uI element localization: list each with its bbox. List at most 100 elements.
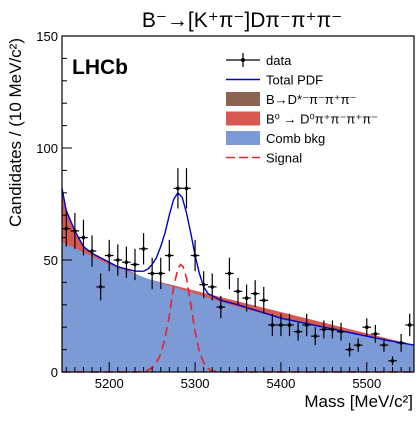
data-point bbox=[70, 212, 80, 249]
data-point-marker bbox=[236, 289, 240, 294]
data-point bbox=[113, 244, 123, 276]
data-point bbox=[319, 320, 329, 339]
y-tick-label: 100 bbox=[36, 141, 58, 156]
data-point-marker bbox=[64, 226, 69, 231]
data-point bbox=[182, 168, 191, 209]
legend-item: Total PDF bbox=[226, 73, 323, 88]
data-point bbox=[165, 239, 174, 272]
data-point-marker bbox=[124, 260, 129, 265]
data-point-marker bbox=[227, 271, 232, 276]
data-point bbox=[250, 280, 260, 308]
y-tick-label: 50 bbox=[44, 253, 58, 268]
data-point-marker bbox=[81, 235, 86, 240]
data-point-marker bbox=[356, 343, 360, 347]
data-point bbox=[130, 248, 140, 281]
data-point-marker bbox=[304, 323, 309, 327]
data-point bbox=[104, 239, 114, 272]
y-tick-label: 0 bbox=[51, 365, 58, 380]
data-point-marker bbox=[141, 247, 146, 251]
data-point bbox=[147, 257, 157, 290]
line-signal bbox=[62, 263, 414, 373]
data-point-marker bbox=[270, 323, 275, 327]
data-point bbox=[353, 338, 363, 352]
data-point-marker bbox=[176, 186, 180, 191]
data-point-marker bbox=[73, 229, 77, 233]
data-point-marker bbox=[167, 253, 172, 258]
data-point bbox=[225, 257, 234, 290]
data-point bbox=[173, 168, 183, 209]
data-point-marker bbox=[244, 296, 249, 300]
data-point bbox=[122, 246, 131, 278]
data-point bbox=[396, 333, 406, 352]
data-point-marker bbox=[261, 298, 266, 303]
data-point-marker bbox=[279, 323, 283, 327]
data-point-marker bbox=[322, 327, 326, 332]
x-tick-label: 5300 bbox=[181, 376, 210, 391]
data-point-marker bbox=[347, 347, 352, 352]
legend-item: Comb bkg bbox=[226, 131, 325, 146]
plot-area-lines bbox=[61, 188, 415, 373]
data-point bbox=[336, 322, 346, 341]
data-point-marker bbox=[107, 253, 112, 258]
data-point-marker bbox=[201, 282, 206, 287]
legend: data Total PDF B→D*⁻π⁻π⁺π⁻ B⁰ → D⁰π⁺π⁻π⁺π⁻ C… bbox=[226, 53, 378, 166]
chart-title: B⁻→[K⁺π⁻]Dπ⁻π⁺π⁻ bbox=[142, 9, 342, 32]
data-point bbox=[345, 342, 354, 357]
data-point bbox=[362, 318, 372, 337]
data-point bbox=[199, 271, 208, 299]
data-point bbox=[207, 273, 217, 301]
data-point bbox=[87, 235, 97, 267]
data-point-marker bbox=[133, 262, 137, 267]
data-point-marker bbox=[219, 305, 223, 309]
legend-label: Signal bbox=[266, 151, 302, 166]
legend-label: Comb bkg bbox=[266, 131, 325, 146]
legend-item: B⁰ → D⁰π⁺π⁻π⁺π⁻ bbox=[226, 111, 378, 127]
data-point-marker bbox=[330, 327, 335, 332]
data-point-marker bbox=[364, 325, 369, 330]
legend-label: B⁰ → D⁰π⁺π⁻π⁺π⁻ bbox=[266, 112, 378, 127]
line-total-pdf bbox=[61, 188, 415, 346]
legend-box-swatch bbox=[226, 111, 260, 126]
data-point-marker bbox=[90, 249, 94, 253]
data-point bbox=[139, 233, 148, 265]
data-point-marker bbox=[313, 334, 318, 338]
data-point bbox=[190, 239, 200, 272]
legend-point-marker bbox=[241, 58, 245, 62]
data-point-marker bbox=[339, 329, 343, 334]
data-point bbox=[310, 327, 320, 346]
legend-label: B→D*⁻π⁻π⁺π⁻ bbox=[266, 92, 356, 107]
data-point bbox=[371, 324, 380, 343]
data-point bbox=[388, 356, 397, 366]
data-point bbox=[79, 219, 88, 256]
data-points bbox=[62, 168, 414, 366]
plot-area-fills bbox=[62, 188, 414, 372]
data-point bbox=[276, 313, 286, 337]
data-point-marker bbox=[158, 271, 163, 276]
x-tick-label: 5500 bbox=[352, 376, 381, 391]
y-tick-label: 150 bbox=[36, 29, 58, 44]
data-point-marker bbox=[382, 343, 386, 347]
data-point bbox=[379, 338, 389, 352]
legend-label: Total PDF bbox=[266, 73, 323, 88]
legend-item: data bbox=[226, 53, 292, 68]
data-point-marker bbox=[150, 271, 154, 276]
data-point-marker bbox=[210, 285, 215, 289]
data-point-marker bbox=[98, 285, 103, 289]
data-point bbox=[328, 320, 337, 339]
data-point bbox=[216, 295, 226, 319]
legend-item: Signal bbox=[226, 151, 302, 166]
axes: 0 50 100 150 5200 5300 5400 5500 bbox=[36, 29, 411, 391]
data-point bbox=[302, 313, 311, 337]
fill-comb-background bbox=[62, 242, 414, 372]
data-point bbox=[268, 313, 277, 337]
data-point-marker bbox=[116, 258, 120, 262]
data-point bbox=[285, 313, 294, 337]
data-point bbox=[293, 322, 303, 341]
data-point bbox=[156, 257, 166, 290]
data-point bbox=[62, 210, 71, 247]
data-point bbox=[96, 273, 105, 301]
x-axis-label: Mass [MeV/c²] bbox=[304, 392, 413, 411]
data-point-marker bbox=[184, 186, 189, 191]
